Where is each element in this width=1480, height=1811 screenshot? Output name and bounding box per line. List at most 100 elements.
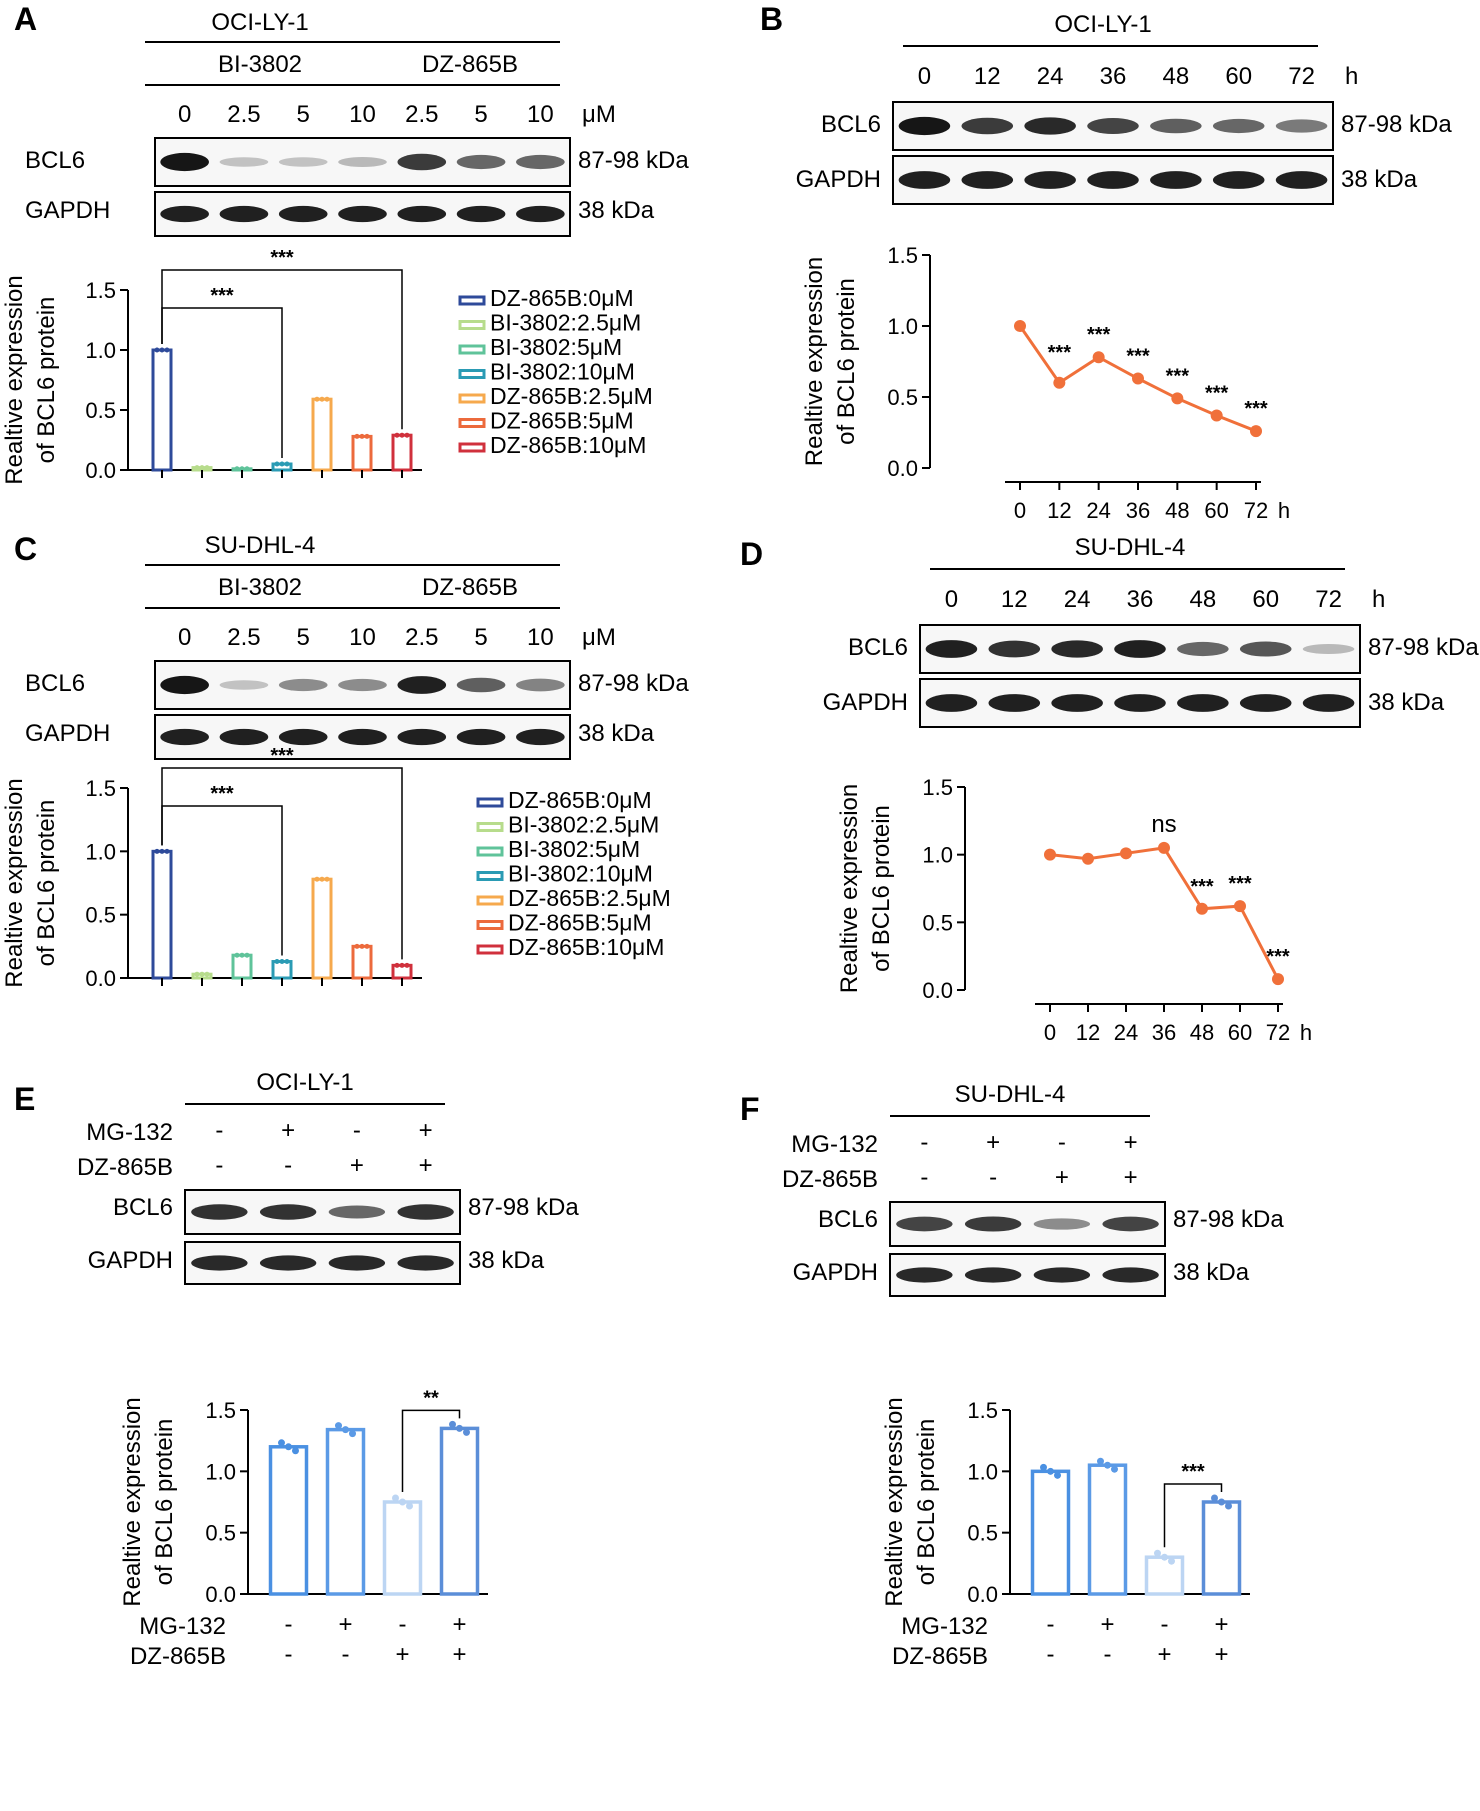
treatment-sign: -	[285, 1641, 293, 1668]
cell-line-label: OCI-LY-1	[1054, 11, 1151, 38]
treatment-sign: +	[350, 1152, 364, 1179]
bcl6-blot-band	[516, 154, 565, 170]
data-point	[392, 1494, 399, 1502]
data-point	[244, 952, 250, 958]
chart-D-ytick-label: 1.5	[922, 775, 953, 800]
bar-BI-3802:5μM	[231, 953, 253, 980]
time-label: 72	[1288, 63, 1315, 90]
chart-D-ytick-label: 0.0	[922, 978, 953, 1003]
chart-F: 0.0 0.5 1.0 1.5 Realtive expression of BCL6 p…	[881, 1397, 1250, 1670]
bcl6-blot-band	[397, 1204, 454, 1220]
gapdh-blot-band	[516, 205, 565, 223]
data-point	[159, 848, 165, 854]
bcl6-blot-band	[1239, 641, 1292, 657]
treatment-label: MG-132	[86, 1119, 173, 1146]
data-point	[1054, 1471, 1061, 1479]
data-point	[319, 876, 325, 882]
time-label: 12	[1001, 586, 1028, 613]
point-label: ***	[1166, 365, 1190, 387]
data-point	[1120, 847, 1132, 860]
data-point	[1250, 425, 1262, 438]
bcl6-blot-band	[219, 680, 269, 690]
treatment-sign: -	[285, 1611, 293, 1638]
treatment-sign: +	[1124, 1164, 1138, 1191]
x-tick-label: 60	[1204, 498, 1228, 523]
chart-E-ytick-label: 0.5	[205, 1521, 236, 1546]
time-label: 36	[1127, 586, 1154, 613]
gapdh-row-label: GAPDH	[25, 720, 110, 747]
data-point	[364, 433, 370, 439]
data-point	[1234, 900, 1246, 913]
legend-swatch	[476, 944, 504, 955]
data-point	[274, 461, 280, 467]
significance-label: ***	[270, 247, 294, 269]
dose-label: 5	[297, 101, 310, 128]
treatment-sign: -	[920, 1129, 928, 1156]
data-point	[349, 1430, 356, 1438]
data-point	[278, 1439, 285, 1447]
treatment-sign: -	[1104, 1641, 1112, 1668]
data-point	[314, 396, 320, 402]
x-tick-label: 24	[1114, 1020, 1138, 1045]
data-point	[1044, 848, 1056, 861]
point-label: ***	[1266, 946, 1290, 968]
bcl6-blot-band	[516, 678, 565, 692]
blot-panel-C: SU-DHL-4 BI-3802 DZ-865B 0 2.5 5 10 2.5 5 10 μM BCL…	[25, 532, 689, 760]
data-point	[404, 432, 410, 438]
data-point	[319, 396, 325, 402]
gapdh-blot-band	[1212, 171, 1265, 189]
point-label: ***	[1126, 346, 1150, 368]
time-label: 24	[1064, 586, 1091, 613]
bar-DZ-865B:2.5μM	[311, 877, 333, 980]
time-unit: h	[1345, 63, 1358, 90]
time-label: 48	[1163, 63, 1190, 90]
point-label: ***	[1190, 876, 1214, 898]
dose-label: 10	[349, 101, 376, 128]
bar	[382, 1500, 423, 1596]
bar-DZ-865B:5μM	[351, 944, 373, 980]
time-label: 36	[1100, 63, 1127, 90]
data-point	[342, 1426, 349, 1434]
data-point	[194, 465, 200, 471]
treatment-label: DZ-865B	[782, 1166, 878, 1193]
chart-F-ytick-label: 1.5	[967, 1398, 998, 1423]
data-point	[292, 1447, 299, 1455]
gapdh-weight: 38 kDa	[1341, 166, 1418, 193]
gapdh-blot-band	[1302, 694, 1355, 712]
data-point	[449, 1420, 456, 1428]
point-label: ***	[1244, 398, 1268, 420]
bar	[1144, 1555, 1185, 1596]
data-point	[354, 433, 360, 439]
dose-label: 2.5	[227, 624, 260, 651]
bar-DZ-865B:0μM	[151, 849, 173, 980]
legend-label: BI-3802:2.5μM	[508, 812, 659, 838]
dose-label: 10	[349, 624, 376, 651]
gapdh-blot-band	[328, 1255, 386, 1271]
legend-label: BI-3802:10μM	[508, 861, 653, 887]
significance-bracket	[161, 767, 403, 960]
bcl6-blot-band	[397, 676, 447, 694]
x-tick-label: 72	[1244, 498, 1268, 523]
data-point	[234, 952, 240, 958]
chart-A-ytick-label: 0.5	[85, 398, 116, 423]
gapdh-blot-band	[397, 1255, 454, 1271]
group1-label: BI-3802	[218, 574, 302, 601]
significance-label: ***	[210, 285, 234, 307]
gapdh-blot-band	[219, 728, 269, 746]
legend-label: DZ-865B:5μM	[508, 910, 652, 936]
significance-bracket	[401, 1409, 461, 1492]
data-point	[1211, 1494, 1218, 1502]
cell-line-label: OCI-LY-1	[256, 1069, 353, 1096]
time-unit: h	[1372, 586, 1385, 613]
data-point	[199, 971, 205, 977]
chart-E-ytick-label: 1.5	[205, 1398, 236, 1423]
legend-swatch	[458, 295, 486, 306]
chart-A-ylabel-line1: Realtive expression	[1, 275, 28, 484]
data-point	[284, 461, 290, 467]
chart-E-ytick-label: 0.0	[205, 1582, 236, 1607]
point-label: ns	[1151, 811, 1176, 838]
data-point	[159, 347, 165, 353]
data-point	[394, 962, 400, 968]
data-point	[1047, 1467, 1054, 1475]
